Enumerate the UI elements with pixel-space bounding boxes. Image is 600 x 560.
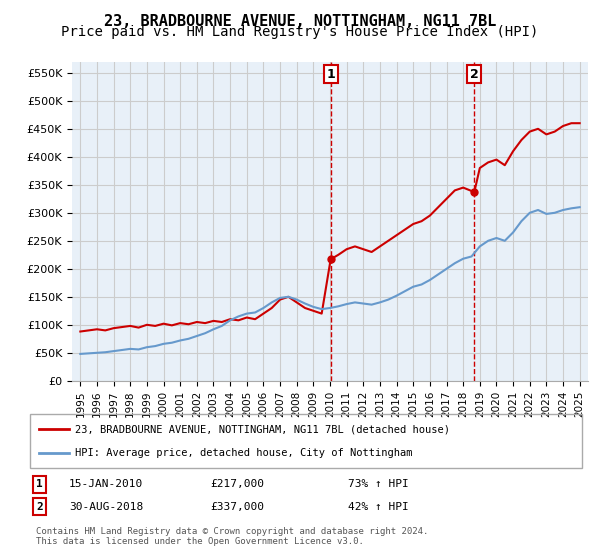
Text: HPI: Average price, detached house, City of Nottingham: HPI: Average price, detached house, City… (75, 447, 413, 458)
Text: Price paid vs. HM Land Registry's House Price Index (HPI): Price paid vs. HM Land Registry's House … (61, 25, 539, 39)
Text: 23, BRADBOURNE AVENUE, NOTTINGHAM, NG11 7BL (detached house): 23, BRADBOURNE AVENUE, NOTTINGHAM, NG11 … (75, 424, 450, 435)
Text: 73% ↑ HPI: 73% ↑ HPI (348, 479, 409, 489)
Text: 42% ↑ HPI: 42% ↑ HPI (348, 502, 409, 512)
Text: 1: 1 (326, 68, 335, 81)
Text: 1: 1 (36, 479, 43, 489)
Text: 2: 2 (470, 68, 479, 81)
Text: 15-JAN-2010: 15-JAN-2010 (69, 479, 143, 489)
Text: £337,000: £337,000 (210, 502, 264, 512)
Text: £217,000: £217,000 (210, 479, 264, 489)
Text: 30-AUG-2018: 30-AUG-2018 (69, 502, 143, 512)
Text: Contains HM Land Registry data © Crown copyright and database right 2024.
This d: Contains HM Land Registry data © Crown c… (36, 526, 428, 546)
Text: 23, BRADBOURNE AVENUE, NOTTINGHAM, NG11 7BL: 23, BRADBOURNE AVENUE, NOTTINGHAM, NG11 … (104, 14, 496, 29)
Text: 2: 2 (36, 502, 43, 512)
